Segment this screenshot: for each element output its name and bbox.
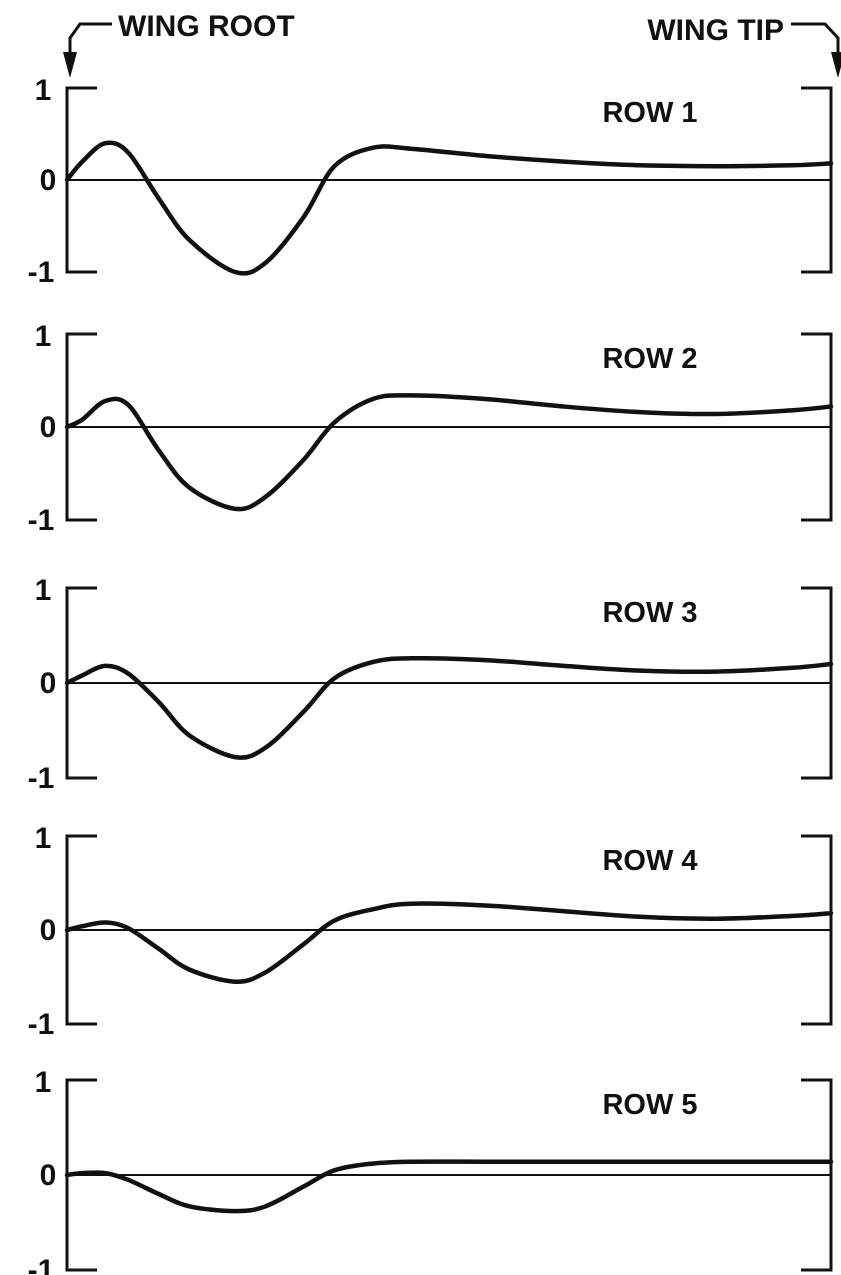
y-tick-label: 0 xyxy=(40,411,57,444)
y-tick-label: -1 xyxy=(28,1008,55,1041)
y-tick-label: 0 xyxy=(40,914,57,947)
y-tick-label: 1 xyxy=(35,574,52,607)
row-panels: 1 0 -1 ROW 1 1 0 -1 ROW 2 1 0 -1 ROW 3 1 0 -1 ROW 4 1 0 -1… xyxy=(28,74,834,1275)
y-tick-label: -1 xyxy=(28,1254,55,1275)
root-marker-line xyxy=(68,22,112,58)
root-label: WING ROOT xyxy=(118,10,295,43)
row-panel-3: 1 0 -1 ROW 3 xyxy=(28,574,834,795)
series-line xyxy=(64,140,834,276)
y-tick-label: 1 xyxy=(35,822,52,855)
row-title: ROW 1 xyxy=(602,97,697,129)
y-tick-label: 1 xyxy=(35,320,52,353)
tip-arrow-icon xyxy=(831,52,841,78)
row-title: ROW 2 xyxy=(602,343,697,375)
series-line xyxy=(64,655,834,760)
y-tick-label: 1 xyxy=(35,1066,52,1099)
y-tick-label: 0 xyxy=(40,667,57,700)
tip-label: WING TIP xyxy=(647,14,784,47)
tip-marker-line xyxy=(791,22,840,58)
y-tick-label: 0 xyxy=(40,1159,57,1192)
y-tick-label: -1 xyxy=(28,762,55,795)
row-panel-1: 1 0 -1 ROW 1 xyxy=(28,74,834,289)
series-line xyxy=(64,393,834,512)
y-tick-label: -1 xyxy=(28,504,55,537)
row-title: ROW 5 xyxy=(602,1089,697,1121)
y-tick-label: -1 xyxy=(28,256,55,289)
row-panel-5: 1 0 -1 ROW 5 xyxy=(28,1066,834,1275)
root-arrow-icon xyxy=(63,52,77,78)
row-title: ROW 4 xyxy=(602,845,697,877)
y-tick-label: 0 xyxy=(40,164,57,197)
header: WING ROOT WING TIP xyxy=(63,10,841,78)
series-line xyxy=(64,901,834,984)
series-line xyxy=(64,1159,834,1214)
row-panel-4: 1 0 -1 ROW 4 xyxy=(28,822,834,1041)
row-panel-2: 1 0 -1 ROW 2 xyxy=(28,320,834,537)
row-title: ROW 3 xyxy=(602,597,697,629)
y-tick-label: 1 xyxy=(35,74,52,107)
